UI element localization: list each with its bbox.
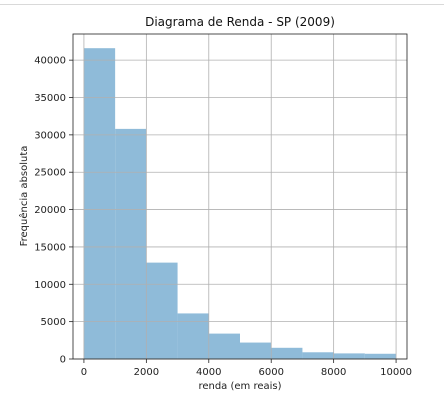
- chart-title: Diagrama de Renda - SP (2009): [145, 15, 335, 29]
- histogram-bar-6: [271, 347, 303, 359]
- histogram-bar-2: [146, 262, 178, 359]
- y-tick-label-4: 20000: [34, 205, 66, 216]
- y-tick-label-2: 10000: [34, 280, 66, 291]
- y-tick-label-8: 40000: [34, 56, 66, 67]
- histogram-bar-3: [177, 313, 209, 359]
- x-tick-label-3: 6000: [258, 367, 283, 378]
- y-axis-ticks: 0 5000 10000 15000 20000 25000 30000 35000 40000: [34, 56, 73, 366]
- window-top-border: [0, 0, 444, 5]
- y-tick-label-0: 0: [60, 355, 66, 366]
- y-tick-label-7: 35000: [34, 93, 66, 104]
- x-tick-label-1: 2000: [134, 367, 159, 378]
- histogram-bar-5: [240, 342, 272, 359]
- x-axis-label: renda (em reais): [198, 381, 281, 392]
- histogram-bar-9: [364, 353, 397, 359]
- y-tick-label-1: 5000: [41, 317, 66, 328]
- histogram-bar-8: [333, 353, 365, 359]
- x-tick-label-4: 8000: [321, 367, 346, 378]
- grid-lines: [73, 34, 407, 360]
- x-tick-label-2: 4000: [196, 367, 221, 378]
- histogram-bar-1: [115, 128, 147, 359]
- x-tick-label-0: 0: [81, 367, 87, 378]
- histogram-bar-0: [83, 48, 116, 359]
- y-tick-label-3: 15000: [34, 242, 66, 253]
- x-axis-ticks: 0 2000 4000 6000 8000 10000: [81, 359, 412, 378]
- y-tick-label-5: 25000: [34, 168, 66, 179]
- x-tick-label-5: 10000: [380, 367, 412, 378]
- plot-area-frame: [72, 33, 408, 360]
- y-tick-label-6: 30000: [34, 130, 66, 141]
- histogram-bar-4: [208, 333, 240, 359]
- y-axis-label: Frequência absoluta: [18, 146, 30, 247]
- histogram-bars: [83, 48, 397, 359]
- histogram-bar-7: [302, 352, 334, 359]
